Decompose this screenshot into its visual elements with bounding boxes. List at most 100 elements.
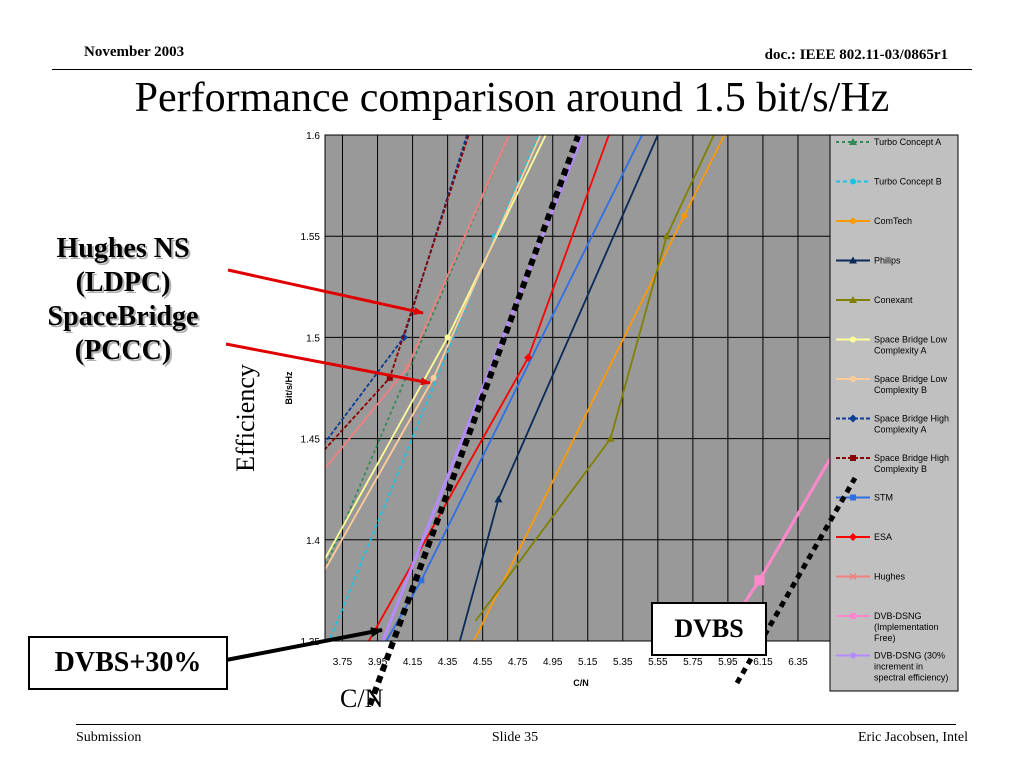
data-point [754,575,765,586]
data-point [850,652,856,659]
annotation-line: (LDPC) [75,267,171,298]
plot-area [325,135,833,641]
annotation-hughes-spacebridge: Hughes NS (LDPC) SpaceBridge (PCCC) [0,232,246,368]
efficiency-label: Efficiency [231,364,260,472]
legend-item: ComTech [836,216,912,226]
x-tick-label: 3.75 [333,657,353,668]
footer-author: Eric Jacobsen, Intel [857,730,968,745]
series-group [325,135,833,641]
legend-label: ESA [874,532,892,542]
footer-submission: Submission [76,730,142,745]
data-point [849,533,857,541]
x-tick-label: 4.15 [403,657,423,668]
data-point [849,256,857,264]
legend-label: DVB-DSNG (30% increment in spectral effici… [874,651,948,683]
data-point [849,138,857,145]
x-tick-label: 6.35 [788,657,808,668]
legend-item: Philips [836,256,901,266]
legend-label: Hughes [874,572,906,582]
y-tick-labels: 1.351.41.451.51.551.6 [301,131,321,648]
x-tick-label: 4.95 [543,657,563,668]
legend-label: STM [874,493,893,503]
data-point [850,178,856,185]
x-tick-label: 5.95 [718,657,738,668]
data-point [850,455,856,461]
data-point [850,376,856,382]
series-12 [325,135,510,470]
data-point [850,218,856,224]
annotation-dvbs30: DVBS+30% [28,636,228,690]
y-tick-label: 1.55 [301,232,321,243]
x-tick-label: 5.75 [683,657,703,668]
legend-item: DVB-DSNG (30% increment in spectral effici… [836,651,948,683]
legend-label: Conexant [874,295,913,305]
annotation-line: Hughes NS [56,233,190,264]
legend-item: Space Bridge High Complexity A [836,414,949,435]
data-point [681,212,688,219]
data-point [403,364,411,372]
data-point [606,434,615,442]
header-divider [52,69,972,70]
x-tick-label: 4.35 [438,657,458,668]
legend-label: Turbo Concept B [874,177,942,187]
legend-label: Turbo Concept A [874,137,941,147]
series-4 [459,135,659,641]
annotation-line: (PCCC) [74,335,172,366]
data-point [850,613,856,619]
series-5 [474,135,715,622]
annotation-dvbs: DVBS [651,602,767,656]
x-tick-label: 5.15 [578,657,598,668]
footer-slide-number: Slide 35 [491,730,539,745]
data-point [494,495,503,503]
data-point [430,374,437,381]
data-point [849,296,857,303]
data-point [524,353,533,362]
arrow-spacebridge [225,342,431,386]
x-tick-label: 4.55 [473,657,493,668]
legend-label: Space Bridge Low Complexity B [874,374,948,395]
dotted-guide-dvbs30 [367,134,581,707]
legend-item: Space Bridge Low Complexity A [836,335,948,356]
header-date: November 2003 [84,44,185,60]
data-point [850,336,856,343]
legend-label: Space Bridge Low Complexity A [874,335,948,356]
x-tick-labels: 3.75 3.95 4.15 4.35 4.55 4.75 4.95 5.15 5.35 5.55… [333,657,808,668]
legend-item: Space Bridge High Complexity B [836,453,949,474]
data-point [849,572,857,581]
legend-label: Space Bridge High Complexity A [874,414,949,435]
x-axis-label: C/N [573,678,589,688]
legend-item: Space Bridge Low Complexity B [836,374,948,395]
y-tick-label: 1.6 [306,131,320,142]
legend-label: Space Bridge High Complexity B [874,453,949,474]
x-tick-label: 5.55 [648,657,668,668]
series-line [474,135,715,622]
data-point [386,374,393,381]
y-tick-label: 1.4 [306,536,320,547]
x-tick-label: 5.35 [613,657,633,668]
y-tick-label: 1.5 [306,333,320,344]
data-point [662,232,671,240]
y-axis-label: Bit/s/Hz [284,371,294,405]
data-point [444,334,451,341]
legend-item: Conexant [836,295,913,305]
data-point [849,414,857,423]
legend-item: Hughes [836,572,906,582]
cn-label: C/N [340,684,384,713]
legend-item: Turbo Concept B [836,177,942,187]
legend-item: Turbo Concept A [836,137,941,147]
x-tick-label: 6.15 [753,657,773,668]
arrow-dvbs30 [225,627,383,662]
legend: Turbo Concept A Turbo Concept B ComTech Phi… [829,134,959,692]
data-point [418,577,425,584]
slide-title: Performance comparison around 1.5 bit/s/… [134,75,890,121]
arrow-hughes [227,268,424,315]
legend-box [829,134,959,692]
y-tick-label: 1.45 [301,435,321,446]
data-point [850,494,856,501]
series-6 [325,135,547,561]
legend-label: DVB-DSNG (Implementation Free) [874,611,939,643]
legend-item: ESA [836,532,892,542]
header-doc-id: doc.: IEEE 802.11-03/0865r1 [764,47,948,63]
x-tick-label: 3.95 [368,657,388,668]
